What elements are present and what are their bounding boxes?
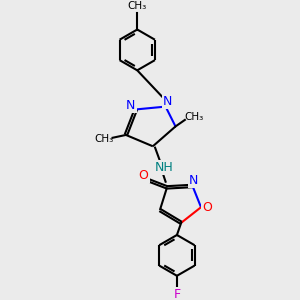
- Text: F: F: [173, 288, 181, 300]
- Text: NH: NH: [155, 161, 173, 174]
- Text: O: O: [202, 201, 212, 214]
- Text: CH₃: CH₃: [128, 1, 147, 11]
- Text: N: N: [189, 174, 199, 187]
- Text: O: O: [139, 169, 148, 182]
- Text: CH₃: CH₃: [185, 112, 204, 122]
- Text: CH₃: CH₃: [94, 134, 114, 144]
- Text: N: N: [126, 99, 135, 112]
- Text: N: N: [163, 95, 172, 108]
